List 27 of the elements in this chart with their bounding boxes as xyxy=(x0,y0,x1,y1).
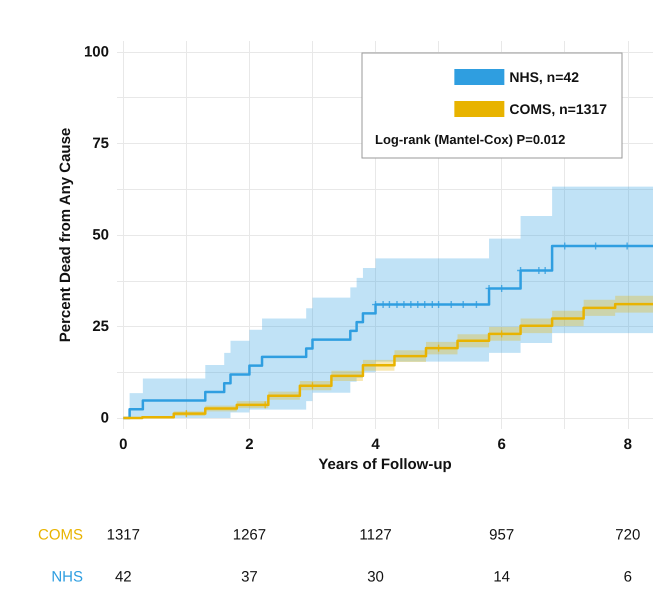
text: 720 xyxy=(615,526,640,544)
text: 1317 xyxy=(106,526,140,544)
text: 37 xyxy=(241,568,258,586)
x-axis-title: Years of Follow-up xyxy=(318,456,452,473)
x-tick-label: 4 xyxy=(371,436,380,453)
y-axis-title: Percent Dead from Any Cause xyxy=(57,128,74,342)
y-tick-label: 75 xyxy=(92,134,109,152)
text: 1127 xyxy=(359,526,392,544)
x-tick-label: 2 xyxy=(245,436,254,453)
text: 6 xyxy=(624,568,632,586)
y-tick-label: 100 xyxy=(84,43,109,60)
text: 957 xyxy=(489,526,514,544)
text: NHS xyxy=(51,568,83,586)
annotation: Log-rank (Mantel-Cox) P=0.012 xyxy=(375,132,566,147)
x-tick-label: 8 xyxy=(624,436,632,453)
text: 30 xyxy=(367,568,384,586)
legend-label: COMS, n=1317 xyxy=(509,101,608,117)
text: 14 xyxy=(493,568,510,586)
y-tick-label: 50 xyxy=(92,226,109,244)
y-tick-label: 0 xyxy=(100,410,109,427)
text: 1267 xyxy=(232,526,266,544)
y-tick-label: 25 xyxy=(92,318,109,336)
x-tick-label: 6 xyxy=(497,436,506,453)
text: COMS xyxy=(38,526,83,544)
legend-label: NHS, n=42 xyxy=(509,69,580,85)
text: 42 xyxy=(114,568,132,586)
x-tick-label: 0 xyxy=(119,436,128,453)
